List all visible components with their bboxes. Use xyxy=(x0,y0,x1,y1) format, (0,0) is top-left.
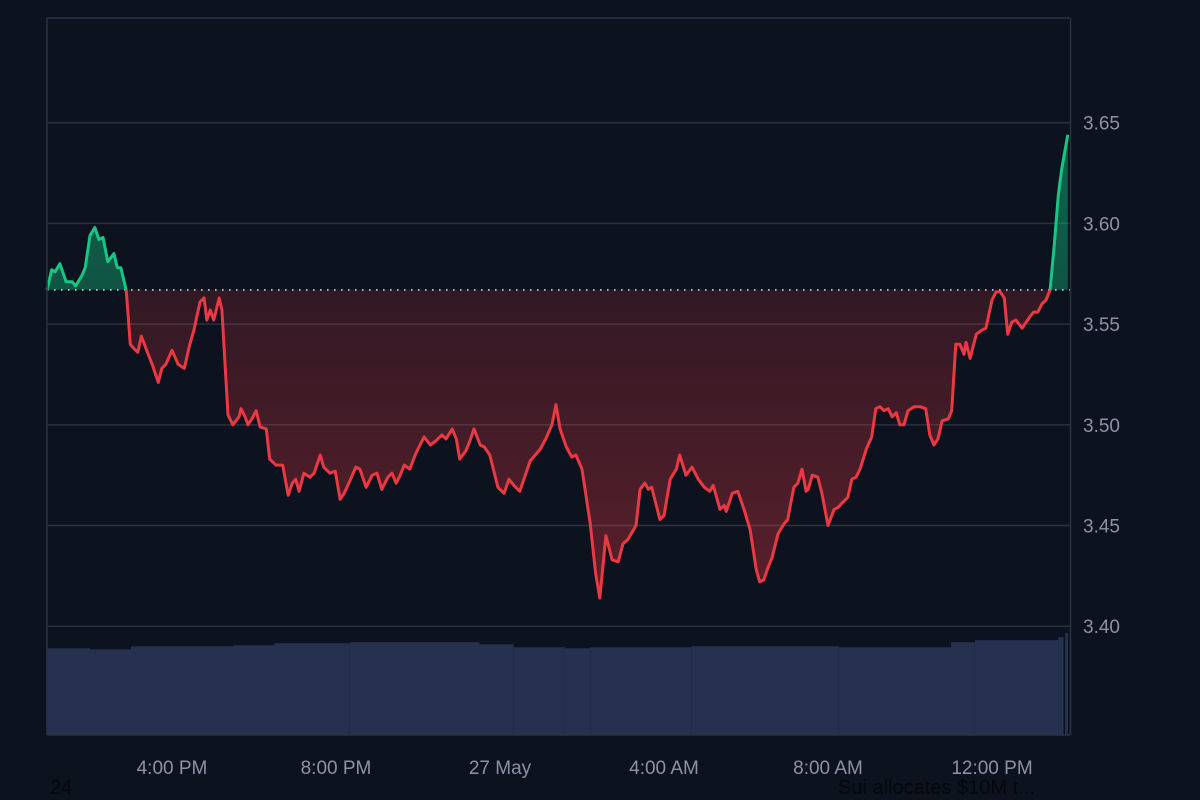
x-tick-label: 4:00 PM xyxy=(137,758,208,779)
volume-bar xyxy=(131,646,234,735)
volume-bar xyxy=(479,644,514,735)
volume-bar xyxy=(513,647,565,735)
news-headline-link[interactable]: Sui allocates $10M t... xyxy=(838,777,1035,799)
volume-bars xyxy=(46,633,1068,735)
x-tick-label: 12:00 PM xyxy=(951,758,1032,779)
y-tick-label: 3.55 xyxy=(1083,315,1120,336)
volume-bar xyxy=(1065,633,1068,735)
x-tick-label: 8:00 PM xyxy=(301,758,372,779)
volume-bar xyxy=(1058,637,1064,735)
volume-bar xyxy=(564,648,591,735)
chart-frame xyxy=(46,17,1072,736)
y-tick-label: 3.50 xyxy=(1083,416,1120,437)
footer-left-text: 24 xyxy=(50,777,73,799)
volume-bar xyxy=(274,643,350,735)
y-tick-label: 3.60 xyxy=(1083,214,1120,235)
area-below-baseline xyxy=(47,289,1051,598)
volume-bar xyxy=(951,642,975,735)
volume-bar xyxy=(691,646,839,735)
y-tick-label: 3.45 xyxy=(1083,517,1120,538)
x-axis: 4:00 PM 8:00 PM 27 May 4:00 AM 8:00 AM 12:00 … xyxy=(137,758,1033,779)
y-tick-label: 3.40 xyxy=(1083,617,1120,638)
volume-bar xyxy=(46,648,90,735)
price-area xyxy=(47,134,1068,598)
x-tick-label: 8:00 AM xyxy=(793,758,863,779)
volume-bar xyxy=(590,647,692,735)
x-tick-label: 4:00 AM xyxy=(629,758,699,779)
volume-bar xyxy=(233,645,275,735)
y-tick-label: 3.65 xyxy=(1083,114,1120,135)
y-axis: 3.40 3.45 3.50 3.55 3.60 3.65 xyxy=(1083,114,1120,639)
volume-bar xyxy=(349,642,480,735)
volume-bar xyxy=(90,649,131,735)
x-tick-label: 27 May xyxy=(469,758,532,779)
volume-bar xyxy=(974,640,1059,735)
price-line-down xyxy=(46,289,1052,600)
price-line xyxy=(45,134,1070,600)
volume-bar xyxy=(838,647,951,735)
